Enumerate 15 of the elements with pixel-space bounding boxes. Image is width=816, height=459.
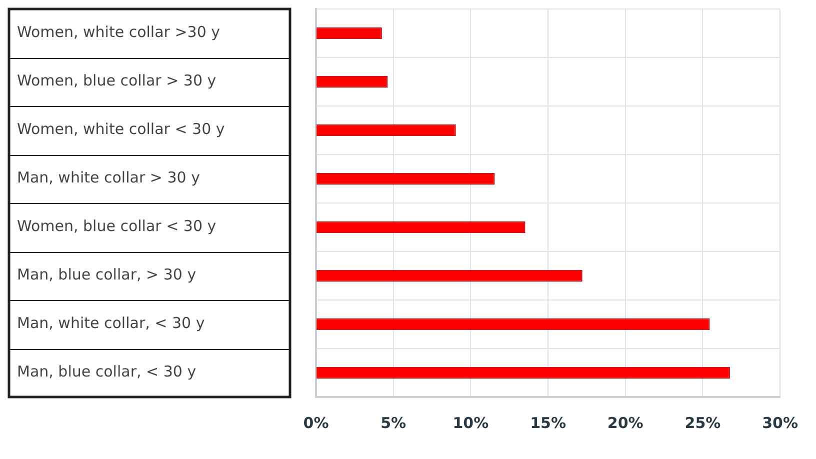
x-tick-label: 20%: [607, 414, 644, 432]
y-tick-label: Man, blue collar, > 30 y: [17, 266, 196, 284]
y-tick-label: Women, blue collar < 30 y: [17, 217, 216, 236]
y-tick-label: Women, white collar < 30 y: [17, 120, 225, 138]
y-tick-label: Women, white collar >30 y: [17, 23, 220, 42]
y-tick-label: Women, blue collar > 30 y: [17, 72, 216, 90]
x-tick-label: 15%: [530, 414, 566, 432]
y-tick-label: Man, white collar, < 30 y: [17, 314, 205, 332]
x-tick-label: 30%: [762, 414, 798, 432]
y-tick-label: Man, white collar > 30 y: [17, 168, 200, 187]
x-tick-label: 10%: [452, 414, 489, 432]
y-tick-label: Man, blue collar, < 30 y: [17, 362, 196, 381]
x-tick-label: 5%: [380, 414, 406, 432]
x-tick-label: 0%: [303, 414, 329, 432]
x-tick-label: 25%: [684, 414, 721, 432]
